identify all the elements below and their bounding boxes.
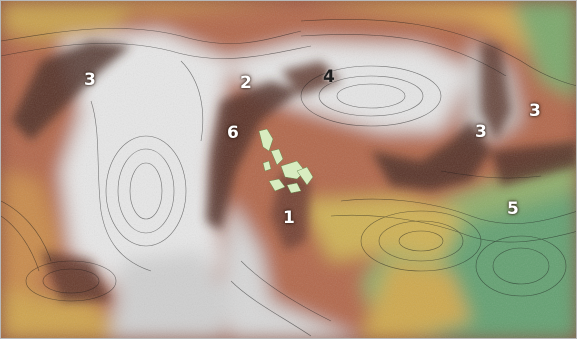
contour-lines	[1, 19, 576, 337]
vegetation-patches	[258, 128, 314, 194]
